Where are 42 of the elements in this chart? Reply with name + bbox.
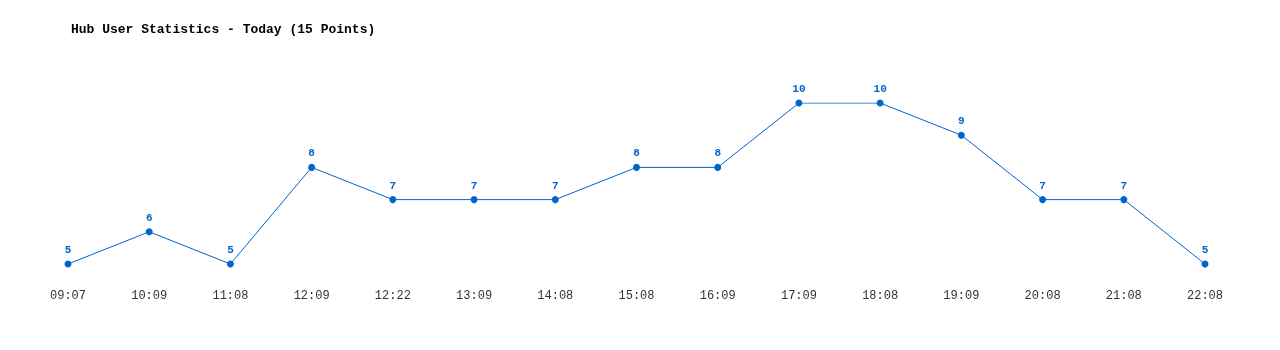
x-tick-label: 11:08 [212, 289, 249, 303]
point [957, 131, 965, 139]
data-label: 8 [633, 147, 641, 160]
point [389, 196, 397, 204]
data-label: 8 [714, 147, 722, 160]
data-label: 6 [145, 211, 153, 224]
x-tick-label: 17:09 [780, 289, 817, 303]
x-tick-label: 20:08 [1024, 289, 1061, 303]
data-label: 7 [1120, 179, 1128, 192]
x-tick-label: 12:09 [293, 289, 330, 303]
x-tick-label: 21:08 [1105, 289, 1142, 303]
data-label: 7 [1039, 179, 1046, 192]
x-tick-label: 19:09 [943, 289, 980, 303]
x-tick-label: 22:08 [1186, 289, 1224, 303]
x-tick-label: 10:09 [131, 289, 168, 303]
x-tick-label: 16:09 [699, 289, 736, 303]
chart-title: Hub User Statistics - Today (15 Points) [71, 22, 376, 37]
point [145, 228, 153, 236]
point [308, 163, 316, 171]
data-label: 5 [1201, 244, 1209, 256]
data-label: 10 [873, 83, 887, 95]
data-label: 7 [389, 179, 397, 192]
data-label: 7 [551, 179, 559, 192]
data-label: 5 [227, 244, 235, 256]
x-tick-label: 09:07 [49, 289, 87, 303]
data-label: 8 [308, 147, 316, 160]
data-label: 10 [792, 83, 806, 95]
point [1039, 196, 1047, 204]
point [1120, 196, 1128, 204]
x-tick-label: 13:09 [456, 289, 493, 303]
data-label: 9 [958, 115, 965, 128]
x-tick-label: 12:22 [374, 289, 411, 303]
x-tick-label: 15:08 [618, 289, 655, 303]
point [714, 163, 722, 171]
point [551, 196, 559, 204]
point [226, 260, 234, 268]
point [470, 196, 478, 204]
x-tick-label: 18:08 [862, 289, 899, 303]
data-label: 5 [64, 244, 72, 256]
x-tick-label: 14:08 [537, 289, 574, 303]
data-label: 7 [470, 179, 478, 192]
point [633, 163, 640, 171]
